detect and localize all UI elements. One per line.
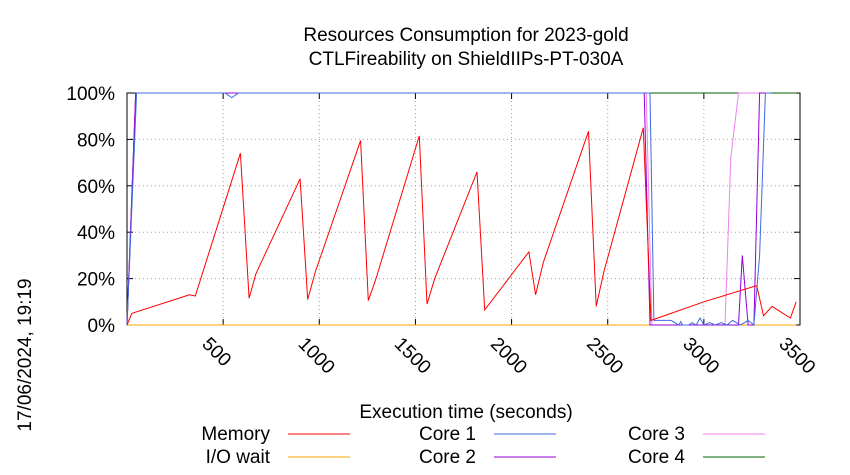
series-line-core-4 (126, 92, 797, 326)
x-axis-label: Execution time (seconds) (359, 402, 572, 423)
y-tick-label: 20% (77, 270, 115, 291)
chart-title-line-2: CTLFireability on ShieldIIPs-PT-030A (309, 49, 624, 70)
x-tick-label: 1000 (294, 334, 339, 379)
series-line-core-1 (126, 92, 772, 326)
y-tick-label: 0% (88, 316, 116, 337)
x-tick-label: 1500 (390, 334, 435, 379)
legend-label: I/O wait (206, 447, 271, 468)
series-lines (126, 92, 797, 326)
legend-label: Core 3 (628, 424, 685, 445)
legend-label: Memory (201, 424, 270, 445)
chart-title-line-1: Resources Consumption for 2023-gold (303, 25, 628, 46)
y-tick-label: 40% (77, 223, 115, 244)
x-tick-label: 3500 (774, 334, 819, 379)
legend-label: Core 4 (628, 447, 685, 468)
y-tick-label: 100% (66, 84, 115, 105)
grid (127, 93, 800, 325)
legend-label: Core 2 (419, 447, 476, 468)
plot-frame (126, 92, 801, 326)
x-tick-label: 2500 (582, 334, 627, 379)
x-tick-label: 2000 (486, 334, 531, 379)
plot-border (126, 92, 801, 326)
series-line-memory (126, 127, 797, 326)
y-axis: 0% 20% 40% 60% 80% 100% (66, 84, 800, 337)
y-tick-label: 60% (77, 177, 115, 198)
legend-label: Core 1 (419, 424, 476, 445)
x-tick-label: 500 (198, 334, 235, 371)
chart-title: Resources Consumption for 2023-gold CTLF… (303, 25, 628, 70)
timestamp: 17/06/2024, 19:19 (15, 278, 36, 431)
x-tick-label: 3000 (678, 334, 723, 379)
y-tick-label: 80% (77, 130, 115, 151)
x-axis: 500 1000 1500 2000 2500 3000 3500 (198, 93, 819, 379)
